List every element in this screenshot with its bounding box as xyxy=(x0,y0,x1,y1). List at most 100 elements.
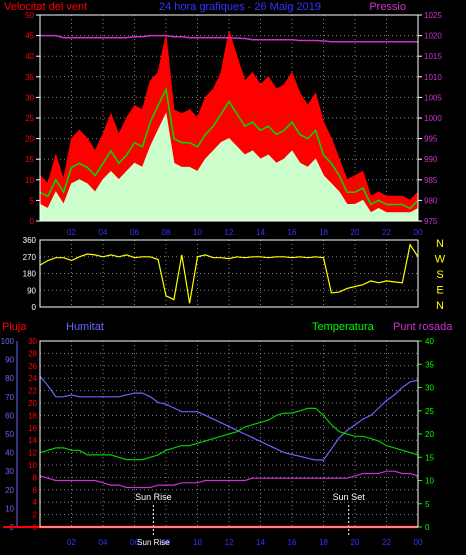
pressure-ytick-label: 1000 xyxy=(424,114,442,123)
climate-plot-frame xyxy=(39,340,419,528)
wind-xtick-label: 04 xyxy=(99,228,108,237)
temperature-ytick-label: 20 xyxy=(425,430,434,439)
rain-ytick-label: 8 xyxy=(33,473,38,482)
climate-xtick-label: 06 xyxy=(130,538,139,547)
humidity-ytick-label: 10 xyxy=(5,504,14,513)
wind-xtick-label: 08 xyxy=(162,228,171,237)
humidity-ytick-label: 20 xyxy=(5,486,14,495)
rain-ytick-label: 18 xyxy=(28,411,37,420)
humidity-title: Humitat xyxy=(66,321,104,333)
sun-rise-axis-label: Sun Rise xyxy=(137,538,170,547)
wind-ytick-label: 25 xyxy=(25,114,34,123)
climate-xtick-label: 04 xyxy=(99,538,108,547)
rain-ytick-label: 24 xyxy=(28,374,37,383)
wind-speed-series xyxy=(39,112,419,222)
wind-xtick-label: 20 xyxy=(351,228,360,237)
dewpoint-title: Punt rosada xyxy=(393,321,453,333)
climate-xtick-label: 10 xyxy=(193,538,202,547)
wind-xtick-label: 18 xyxy=(319,228,328,237)
temperature-ytick-label: 40 xyxy=(425,337,434,346)
sun-set-label: Sun Set xyxy=(333,492,366,502)
rain-ytick-label: 30 xyxy=(28,337,37,346)
compass-label: W xyxy=(435,254,446,266)
rain-ytick-label: 6 xyxy=(33,486,38,495)
humidity-ytick-label: 60 xyxy=(5,411,14,420)
humidity-ytick-label: 50 xyxy=(5,430,14,439)
wind-title: Velocitat del vent xyxy=(4,1,87,13)
sun-rise-label: Sun Rise xyxy=(135,492,172,502)
rain-ytick-label: 12 xyxy=(28,449,37,458)
direction-ytick-label: 180 xyxy=(23,270,37,279)
wind-xtick-label: 16 xyxy=(288,228,297,237)
direction-series xyxy=(39,243,419,304)
wind-ytick-label: 50 xyxy=(25,11,34,20)
wind-ytick-label: 20 xyxy=(25,135,34,144)
rain-title: Pluja xyxy=(2,321,27,333)
humidity-ytick-label: 90 xyxy=(5,356,14,365)
temperature-ytick-label: 5 xyxy=(425,500,430,509)
temperature-ytick-label: 30 xyxy=(425,384,434,393)
wind-xtick-label: 10 xyxy=(193,228,202,237)
humidity-ytick-label: 30 xyxy=(5,467,14,476)
humidity-ytick-label: 100 xyxy=(1,337,15,346)
pressure-title: Pressio xyxy=(369,1,406,13)
wind-xtick-label: 02 xyxy=(67,228,76,237)
chart-title: 24 hora grafiques - 26 Maig 2019 xyxy=(159,1,321,13)
humidity-ytick-label: 80 xyxy=(5,374,14,383)
wind-ytick-label: 5 xyxy=(30,196,35,205)
compass-label: E xyxy=(436,285,443,297)
wind-ytick-label: 15 xyxy=(25,155,34,164)
rain-ytick-label: 2 xyxy=(33,511,38,520)
wind-ytick-label: 35 xyxy=(25,73,34,82)
rain-ytick-label: 16 xyxy=(28,424,37,433)
compass-label: N xyxy=(436,300,444,312)
rain-ytick-label: 14 xyxy=(28,436,37,445)
direction-plot-frame xyxy=(39,239,419,308)
pressure-ytick-label: 1025 xyxy=(424,11,442,20)
rain-ytick-label: 22 xyxy=(28,387,37,396)
rain-ytick-label: 20 xyxy=(28,399,37,408)
wind-ytick-label: 45 xyxy=(25,32,34,41)
wind-average-series xyxy=(39,86,419,210)
rain-ytick-label: 4 xyxy=(33,498,38,507)
temperature-series xyxy=(39,407,419,461)
wind-ytick-label: 40 xyxy=(25,52,34,61)
wind-ytick-label: 30 xyxy=(25,93,34,102)
humidity-series xyxy=(39,375,419,461)
pressure-ytick-label: 985 xyxy=(424,176,438,185)
direction-ytick-label: 270 xyxy=(23,253,37,262)
climate-xtick-label: 12 xyxy=(225,538,234,547)
pressure-ytick-label: 1020 xyxy=(424,32,442,41)
pressure-ytick-label: 975 xyxy=(424,217,438,226)
wind-xtick-label: 00 xyxy=(414,228,423,237)
climate-xtick-label: 18 xyxy=(319,538,328,547)
pressure-ytick-label: 1010 xyxy=(424,73,442,82)
wind-xtick-label: 06 xyxy=(130,228,139,237)
compass-label: S xyxy=(436,269,443,281)
wind-xtick-label: 12 xyxy=(225,228,234,237)
temperature-ytick-label: 10 xyxy=(425,477,434,486)
temperature-ytick-label: 25 xyxy=(425,407,434,416)
temperature-title: Temperatura xyxy=(312,321,375,333)
temperature-ytick-label: 35 xyxy=(425,360,434,369)
pressure-ytick-label: 980 xyxy=(424,196,438,205)
pressure-ytick-label: 1015 xyxy=(424,52,442,61)
rain-ytick-label: 26 xyxy=(28,362,37,371)
wind-xtick-label: 14 xyxy=(256,228,265,237)
rain-ytick-label: 10 xyxy=(28,461,37,470)
climate-xtick-label: 14 xyxy=(256,538,265,547)
climate-xtick-label: 08 xyxy=(162,538,171,547)
wind-xtick-label: 22 xyxy=(382,228,391,237)
pressure-ytick-label: 990 xyxy=(424,155,438,164)
climate-xtick-label: 16 xyxy=(288,538,297,547)
rain-ytick-label: 28 xyxy=(28,349,37,358)
direction-ytick-label: 90 xyxy=(27,286,36,295)
direction-ytick-label: 0 xyxy=(32,303,37,312)
climate-xtick-label: 20 xyxy=(351,538,360,547)
wind-ytick-label: 10 xyxy=(25,176,34,185)
temperature-ytick-label: 0 xyxy=(425,523,430,532)
climate-xtick-label: 22 xyxy=(382,538,391,547)
temperature-ytick-label: 15 xyxy=(425,453,434,462)
